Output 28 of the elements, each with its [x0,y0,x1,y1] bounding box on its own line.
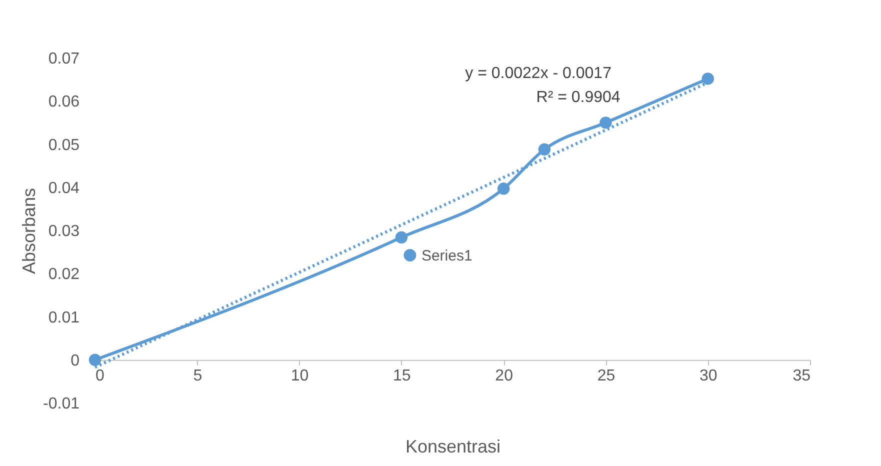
point [497,182,510,195]
y-tick-label: 0.02 [48,266,80,284]
x-tick-label: 25 [597,367,616,384]
x-tick-label: 5 [193,367,202,384]
x-tick-label: 35 [792,367,811,384]
point [600,116,612,129]
x-axis-title: Konsentrasi [405,436,501,456]
x-tick-label: 15 [393,367,411,384]
x-tick-label: 10 [290,367,309,384]
point [395,231,408,244]
y-tick-label: 0.06 [48,94,80,111]
x-tick-label: 30 [699,367,718,384]
y-tick-label: 0.04 [48,180,80,197]
y-tick-label: 0.01 [48,309,80,326]
point [88,354,102,366]
legend-label: Series1 [421,247,472,264]
annotation: y = 0.0022x - 0.0017 [465,65,612,82]
y-tick-label: 0 [70,352,80,370]
x-tick-label: 20 [495,367,514,384]
annotation: R² = 0.9904 [536,89,620,106]
point [538,143,551,156]
y-axis-title: Absorbans [19,188,40,274]
y-tick-label: 0.05 [48,136,80,154]
y-tick-label: 0.03 [48,223,80,240]
y-tick-label: 0.07 [48,50,80,68]
y-tick-label: -0.01 [43,396,80,412]
point [702,72,714,85]
x-tick-label: 0 [96,367,104,384]
